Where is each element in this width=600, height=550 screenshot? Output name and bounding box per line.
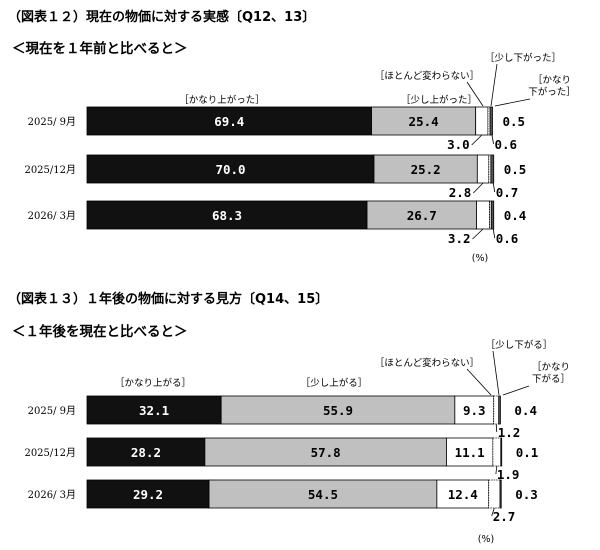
- c13-value-1-2: 11.1: [455, 445, 485, 460]
- chart-13-plot: ［かなり上がる］ ［少し上がる］ ［ほとんど変わらない］ ［少し下がる］ ［かなり下がる…: [24, 339, 570, 545]
- c13-legend-leader-4: [502, 385, 530, 396]
- c13-bar-2-0: [86, 479, 210, 509]
- chart-12-title: （図表１２）現在の物価に対する実感〔Q12、13〕: [8, 10, 316, 25]
- c12-bar-2-4: [490, 200, 495, 230]
- c13-bar-0-4: [498, 395, 501, 425]
- c12-bar-2-1: [366, 200, 477, 230]
- c12-legend-leader-4: [494, 98, 531, 107]
- c12-row-label-1: 2025/12月: [24, 164, 76, 176]
- c13-value-2-1: 54.5: [308, 487, 338, 502]
- chart-13-title: （図表１３）１年後の物価に対する見方〔Q14、15〕: [8, 292, 329, 307]
- c13-legend-1: ［少し上がる］: [301, 377, 368, 389]
- c12-bar-1-2: [476, 154, 490, 184]
- c12-leader-2-2: [472, 228, 484, 240]
- c13-value-0-1: 55.9: [323, 403, 353, 418]
- c12-value-0-0: 69.4: [214, 114, 244, 129]
- c12-leader-1-4: [492, 182, 496, 193]
- c13-value-0-3: 1.2: [498, 425, 521, 440]
- c12-value-2-3: 0.4: [504, 208, 527, 223]
- c12-value-0-2: 3.0: [447, 137, 470, 152]
- c13-legend-0: ［かなり上がる］: [115, 377, 191, 389]
- chart-12-plot: ［かなり上がった］ ［少し上がった］ ［ほとんど変わらない］ ［少し下がった］ ［かなり…: [24, 52, 576, 264]
- c13-value-1-3: 1.9: [497, 467, 520, 482]
- c13-value-1-4: 0.1: [516, 445, 539, 460]
- c13-row-label-1: 2025/12月: [24, 447, 76, 459]
- c13-bar-0-2: [454, 395, 495, 425]
- c13-legend-4: ［かなり下がる］: [532, 362, 570, 385]
- c13-bar-1-4: [500, 437, 503, 467]
- c13-value-0-0: 32.1: [139, 403, 169, 418]
- c12-value-2-0: 68.3: [212, 208, 242, 223]
- c12-value-0-3: 0.5: [502, 114, 525, 129]
- c12-unit-label: (%): [472, 253, 488, 264]
- c12-legend-0: ［かなり上がった］: [179, 94, 265, 106]
- c12-legend-leader-2: [466, 81, 484, 107]
- c12-bar-1-4: [490, 154, 495, 184]
- c13-bar-1-1: [204, 437, 447, 467]
- c12-value-0-4: 0.6: [494, 137, 517, 152]
- c12-value-1-1: 25.2: [411, 162, 441, 177]
- c12-legend-leader-3: [490, 63, 498, 107]
- c12-value-1-0: 70.0: [215, 162, 245, 177]
- c13-legend-leader-3: [492, 350, 500, 396]
- c12-value-0-1: 25.4: [409, 114, 439, 129]
- c13-value-0-2: 9.3: [463, 403, 486, 418]
- c12-leader-2-4: [492, 228, 496, 239]
- c12-value-2-4: 0.6: [496, 231, 519, 246]
- c13-value-2-2: 12.4: [448, 487, 478, 502]
- c12-row-label-0: 2025/ 9月: [28, 116, 76, 128]
- c13-bar-2-3: [488, 479, 501, 509]
- c13-row-label-0: 2025/ 9月: [28, 405, 76, 417]
- c13-legend-3: ［少し下がる］: [486, 339, 553, 351]
- c13-bar-0-3: [493, 395, 500, 425]
- c13-leader-1-3: [495, 465, 498, 475]
- c12-legend-3: ［少し下がった］: [485, 52, 561, 64]
- c13-bar-0-0: [86, 395, 222, 425]
- c12-legend-2: ［ほとんど変わらない］: [375, 70, 479, 82]
- c13-value-2-4: 0.3: [515, 487, 538, 502]
- c12-bar-1-0: [86, 154, 375, 184]
- c13-value-1-1: 57.8: [311, 445, 341, 460]
- c12-bar-0-2: [475, 106, 489, 136]
- c12-value-1-4: 0.7: [496, 185, 519, 200]
- c12-value-2-2: 3.2: [448, 231, 471, 246]
- c13-legend-leader-2: [466, 368, 492, 396]
- c12-leader-1-2: [473, 182, 484, 194]
- c13-bar-1-2: [446, 437, 494, 467]
- c13-bar-0-1: [220, 395, 456, 425]
- c12-legend-1: ［少し上がった］: [401, 94, 477, 106]
- c13-bar-1-3: [492, 437, 502, 467]
- c12-row-label-2: 2026/ 3月: [28, 210, 76, 222]
- c12-value-1-3: 0.5: [504, 162, 527, 177]
- c12-bar-0-1: [371, 106, 477, 136]
- c12-value-1-2: 2.8: [449, 185, 472, 200]
- c12-bar-2-2: [476, 200, 491, 230]
- c12-leader-0-2: [471, 134, 483, 146]
- c13-value-0-4: 0.4: [514, 403, 537, 418]
- c13-value-1-0: 28.2: [131, 445, 161, 460]
- c12-bar-0-4: [489, 106, 493, 136]
- c13-legend-2: ［ほとんど変わらない］: [375, 357, 479, 369]
- c13-bar-1-0: [86, 437, 206, 467]
- c13-bar-2-4: [499, 479, 502, 509]
- c12-legend-4: ［かなり下がった］: [528, 75, 576, 98]
- c12-bar-1-1: [373, 154, 478, 184]
- c13-row-label-2: 2026/ 3月: [28, 489, 76, 501]
- c13-value-2-0: 29.2: [133, 487, 163, 502]
- c12-bar-2-0: [86, 200, 368, 230]
- chart-12-subtitle: ＜現在を１年前と比べると＞: [12, 41, 188, 57]
- c13-leader-2-3: [491, 507, 495, 517]
- chart-13-subtitle: ＜１年後を現在と比べると＞: [12, 324, 188, 340]
- c12-leader-0-4: [491, 134, 494, 145]
- c13-value-2-3: 2.7: [493, 509, 516, 524]
- c13-unit-label: (%): [478, 534, 494, 545]
- c12-value-2-1: 26.7: [407, 208, 437, 223]
